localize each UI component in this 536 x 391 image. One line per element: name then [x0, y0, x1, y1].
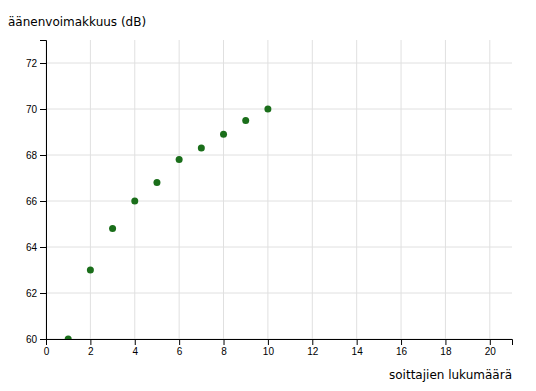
grid-line-y: [46, 155, 512, 156]
y-tick-mark: [40, 247, 46, 248]
point: [264, 106, 271, 113]
grid-line-y: [46, 247, 512, 248]
y-tick: 60: [26, 334, 46, 345]
grid-line-x: [401, 40, 402, 339]
x-tick-mark: [179, 339, 180, 345]
grid-line-x: [223, 40, 224, 339]
y-axis-line: [40, 41, 47, 340]
x-axis: 0 2 4 6 8 10 12 14 16 18 20: [44, 339, 513, 357]
x-tick: 10: [263, 339, 275, 357]
y-tick-mark: [40, 109, 46, 110]
grid-line-x: [267, 40, 268, 339]
x-tick: 4: [132, 339, 138, 357]
x-tick-label: 12: [307, 346, 319, 357]
x-tick-mark: [312, 339, 313, 345]
y-tick-mark: [40, 293, 46, 294]
x-tick-mark: [401, 339, 402, 345]
x-tick-mark: [135, 339, 136, 345]
point: [153, 179, 160, 186]
x-tick-mark: [268, 339, 269, 345]
x-tick-label: 14: [352, 346, 364, 357]
x-tick: 0: [44, 339, 50, 357]
grid-line-x: [134, 40, 135, 339]
y-tick-mark: [40, 63, 46, 64]
point: [109, 225, 116, 232]
y-axis-title: äänenvoimakkuus (dB): [8, 15, 146, 29]
y-tick: 72: [26, 58, 46, 69]
grid-line-x: [489, 40, 490, 339]
y-tick: 66: [26, 196, 46, 207]
x-tick-mark: [224, 339, 225, 345]
x-tick: 6: [177, 339, 183, 357]
x-tick: 14: [352, 339, 364, 357]
point: [198, 145, 205, 152]
x-tick-mark: [490, 339, 491, 345]
x-tick-label: 16: [396, 346, 408, 357]
grid-line-y: [46, 109, 512, 110]
point: [65, 336, 72, 340]
chart-svg: 0246810121416182060626466687072äänenvoim…: [0, 0, 536, 391]
x-tick-label: 0: [44, 346, 50, 357]
y-tick: 62: [26, 288, 46, 299]
grid-line-x: [356, 40, 357, 339]
x-tick-label: 18: [440, 346, 452, 357]
point: [131, 198, 138, 205]
y-tick: 70: [26, 104, 46, 115]
y-tick-label: 60: [26, 334, 38, 345]
y-tick-label: 64: [26, 242, 38, 253]
y-tick: 64: [26, 242, 46, 253]
x-tick-label: 4: [132, 346, 138, 357]
x-tick: 18: [440, 339, 452, 357]
x-tick-label: 6: [177, 346, 183, 357]
grid-line-x: [312, 40, 313, 339]
grid-line-x: [179, 40, 180, 339]
grid-line-y: [46, 201, 512, 202]
x-tick: 12: [307, 339, 319, 357]
point: [242, 117, 249, 124]
y-tick-label: 62: [26, 288, 38, 299]
y-tick-mark: [40, 201, 46, 202]
y-tick-label: 72: [26, 58, 38, 69]
x-tick-label: 20: [485, 346, 497, 357]
y-tick-mark: [40, 155, 46, 156]
x-tick-label: 8: [221, 346, 227, 357]
x-tick: 16: [396, 339, 408, 357]
y-tick-mark: [40, 339, 46, 340]
y-tick-label: 68: [26, 150, 38, 161]
x-axis-line: [47, 340, 513, 346]
x-tick-mark: [357, 339, 358, 345]
x-tick-label: 10: [263, 346, 275, 357]
points: [65, 106, 272, 340]
x-axis-title: soittajien lukumäärä: [389, 368, 512, 382]
x-tick: 2: [88, 339, 94, 357]
y-tick-label: 70: [26, 104, 38, 115]
grid-line-y: [46, 63, 512, 64]
grid-line-x: [445, 40, 446, 339]
point: [220, 131, 227, 138]
x-tick-mark: [90, 339, 91, 345]
y-tick-label: 66: [26, 196, 38, 207]
grid-line-x: [90, 40, 91, 339]
x-tick-mark: [445, 339, 446, 345]
y-axis: 60 62 64 66 68 70 72: [26, 41, 47, 345]
grid-line-y: [46, 293, 512, 294]
point: [176, 156, 183, 163]
y-tick: 68: [26, 150, 46, 161]
point: [87, 267, 94, 274]
x-tick: 8: [221, 339, 227, 357]
x-tick-label: 2: [88, 346, 94, 357]
grid: [46, 40, 512, 339]
plot-area: 0246810121416182060626466687072: [26, 40, 513, 357]
x-tick: 20: [485, 339, 497, 357]
